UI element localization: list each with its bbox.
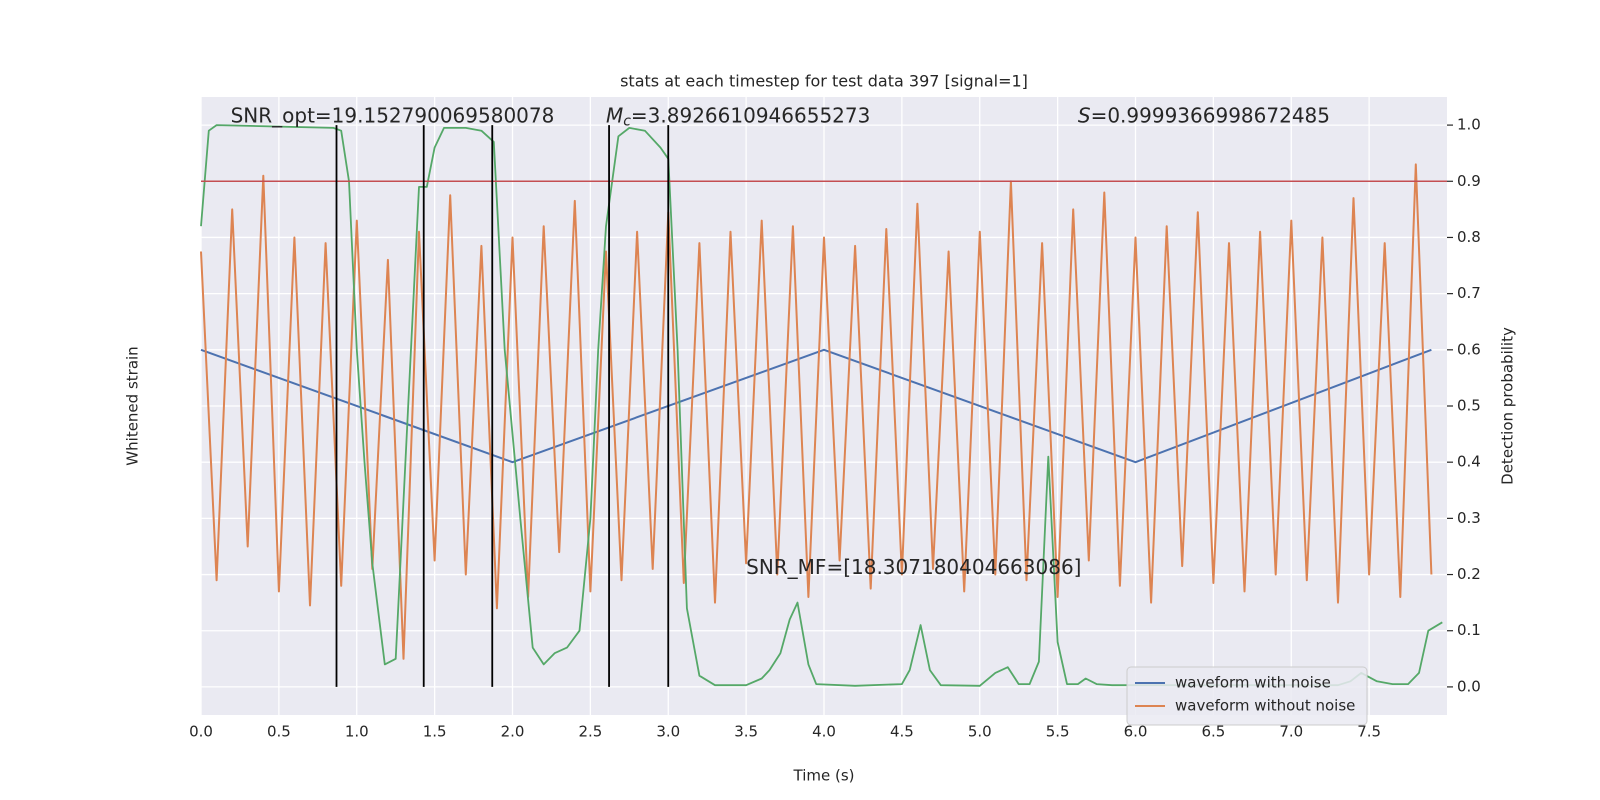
annotation-text: =0.9999366998672485: [1091, 103, 1330, 127]
x-tick-label: 6.5: [1201, 723, 1225, 741]
x-axis-label: Time (s): [793, 767, 855, 785]
series-line: [200, 348, 1432, 464]
x-tick-label: 1.0: [345, 723, 369, 741]
annotation-symbol: S: [1078, 103, 1091, 127]
x-tick-label: 0.5: [267, 723, 291, 741]
x-tick-label: 5.0: [968, 723, 992, 741]
x-tick-label: 6.0: [1124, 723, 1148, 741]
x-tick-label: 4.0: [812, 723, 836, 741]
x-tick-label: 3.0: [656, 723, 680, 741]
annotation: Mc=3.8926610946655273: [606, 103, 870, 130]
y2-tick-label: 0.6: [1457, 340, 1481, 358]
y2-tick-label: 0.4: [1457, 453, 1481, 471]
y2-tick-label: 0.5: [1457, 397, 1481, 415]
annotation-subscript: c: [623, 114, 631, 130]
y2-axis-label: Detection probability: [1499, 327, 1517, 485]
y2-tick-label: 0.2: [1457, 565, 1481, 583]
x-tick-label: 3.5: [734, 723, 758, 741]
legend-label: waveform with noise: [1175, 674, 1331, 692]
x-tick-label: 2.0: [501, 723, 525, 741]
x-tick-label: 7.0: [1279, 723, 1303, 741]
annotation-symbol: M: [606, 103, 623, 127]
chart-title: stats at each timestep for test data 397…: [620, 72, 1028, 91]
x-tick-label: 7.5: [1357, 723, 1381, 741]
annotation: S=0.9999366998672485: [1078, 103, 1330, 127]
y2-tick-label: 0.0: [1457, 677, 1481, 695]
x-tick-label: 1.5: [423, 723, 447, 741]
legend-box: [1126, 666, 1368, 726]
y2-tick-label: 0.8: [1457, 228, 1481, 246]
series-line: [200, 163, 1433, 660]
annotation-text: SNR_opt=19.152790069580078: [231, 103, 555, 127]
x-tick-label: 5.5: [1046, 723, 1070, 741]
series-line: [200, 124, 1443, 687]
x-tick-label: 2.5: [578, 723, 602, 741]
y2-tick-label: 0.7: [1457, 284, 1481, 302]
annotation-text: =3.8926610946655273: [631, 103, 870, 127]
annotation: SNR_MF=[18.307180404663086]: [746, 554, 1081, 578]
y2-tick-label: 1.0: [1457, 116, 1481, 134]
y2-tick-label: 0.9: [1457, 172, 1481, 190]
annotation: SNR_opt=19.152790069580078: [231, 103, 555, 127]
legend-label: waveform without noise: [1175, 697, 1355, 715]
y-axis-label: Whitened strain: [124, 346, 142, 465]
x-tick-label: 4.5: [890, 723, 914, 741]
y2-tick-label: 0.3: [1457, 509, 1481, 527]
y2-tick-label: 0.1: [1457, 621, 1481, 639]
annotation-text: SNR_MF=[18.307180404663086]: [746, 554, 1081, 578]
x-tick-label: 0.0: [189, 723, 213, 741]
